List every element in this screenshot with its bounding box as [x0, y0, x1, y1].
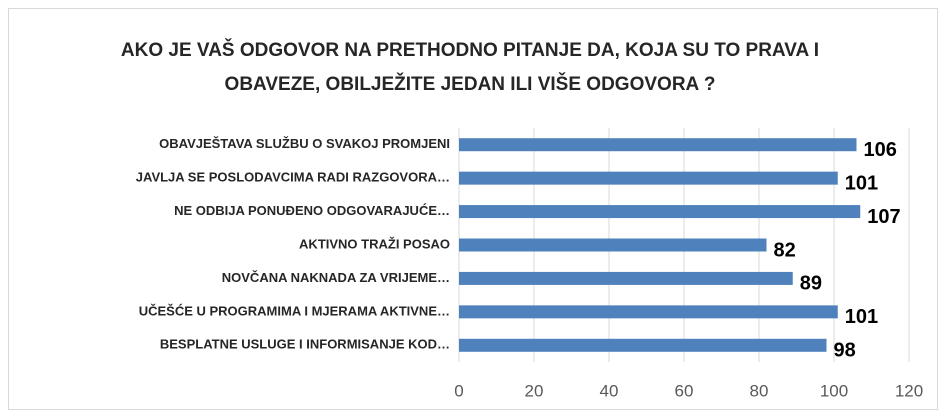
x-tick-label: 40 — [600, 381, 619, 400]
y-tick-label: AKTIVNO TRAŽI POSAO — [299, 236, 450, 251]
chart-title: AKO JE VAŠ ODGOVOR NA PRETHODNO PITANJE … — [120, 40, 820, 95]
bar — [459, 205, 861, 219]
chart-border — [8, 8, 938, 410]
bar — [459, 238, 767, 252]
bar — [459, 338, 827, 352]
y-tick-label: BESPLATNE USLUGE I INFORMISANJE KOD… — [160, 337, 450, 352]
bar — [459, 171, 838, 185]
data-label: 82 — [774, 239, 796, 261]
x-tick-label: 20 — [525, 381, 544, 400]
x-tick-label: 80 — [750, 381, 769, 400]
data-label: 106 — [864, 139, 897, 161]
data-label: 89 — [800, 273, 822, 295]
bar — [459, 138, 857, 152]
bar — [459, 305, 838, 319]
y-tick-label: NE ODBIJA PONUĐENO ODGOVARAJUĆE… — [174, 203, 450, 218]
data-label: 101 — [845, 306, 878, 328]
x-tick-label: 120 — [895, 381, 923, 400]
bar — [459, 271, 793, 285]
data-label: 98 — [834, 340, 856, 362]
x-tick-label: 0 — [454, 381, 463, 400]
y-tick-label: OBAVJEŠTAVA SLUŽBU O SVAKOJ PROMJENI — [159, 136, 450, 151]
y-tick-label: NOVČANA NAKNADA ZA VRIJEME… — [222, 270, 450, 285]
x-tick-label: 60 — [675, 381, 694, 400]
x-tick-label: 100 — [820, 381, 848, 400]
data-label: 107 — [867, 206, 900, 228]
y-tick-label: UČEŠĆE U PROGRAMIMA I MJERAMA AKTIVNE… — [139, 303, 450, 318]
y-tick-label: JAVLJA SE POSLODAVCIMA RADI RAZGOVORA… — [136, 170, 450, 185]
data-label: 101 — [845, 172, 878, 194]
